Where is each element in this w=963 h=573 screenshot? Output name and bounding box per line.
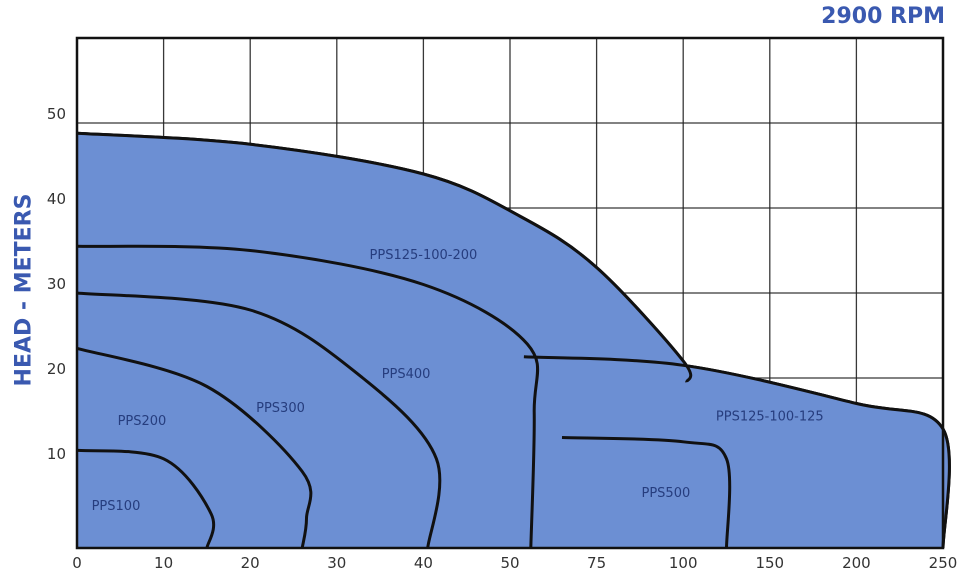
region-pps100-cover xyxy=(77,450,214,548)
x-tick-label: 40 xyxy=(414,554,433,572)
series-label-pps100: PPS100 xyxy=(92,499,141,514)
x-tick-label: 250 xyxy=(929,554,958,572)
y-tick-label: 20 xyxy=(47,360,66,378)
series-label-pps125-100-200: PPS125-100-200 xyxy=(370,248,478,263)
curve-pps300-outline xyxy=(76,291,442,549)
x-tick-label: 10 xyxy=(154,554,173,572)
series-label-pps200: PPS200 xyxy=(118,414,167,429)
series-label-pps500: PPS500 xyxy=(642,486,691,501)
curve-pps125-100-125-outline xyxy=(523,355,951,549)
x-tick-label: 200 xyxy=(842,554,871,572)
x-tick-label: 30 xyxy=(327,554,346,572)
series-label-pps125-100-125: PPS125-100-125 xyxy=(716,410,824,425)
x-tick-label: 20 xyxy=(241,554,260,572)
chart-title: 2900 RPM xyxy=(821,4,945,29)
x-tick-label: 150 xyxy=(755,554,784,572)
curve-pps125-100-200-outline xyxy=(76,131,693,383)
x-tick-label: 0 xyxy=(72,554,82,572)
y-tick-label: 10 xyxy=(47,445,66,463)
region-pps500-cover xyxy=(562,437,730,548)
x-tick-label: 100 xyxy=(669,554,698,572)
series-label-pps300: PPS300 xyxy=(256,401,305,416)
y-tick-label: 50 xyxy=(47,105,66,123)
curve-pps400-outline xyxy=(76,244,540,549)
x-tick-label: 50 xyxy=(500,554,519,572)
series-label-pps400: PPS400 xyxy=(382,367,431,382)
y-tick-label: 40 xyxy=(47,190,66,208)
y-tick-label: 30 xyxy=(47,275,66,293)
curve-pps100-outline xyxy=(76,448,216,549)
curve-pps500-outline xyxy=(561,436,732,549)
curve-pps200-outline xyxy=(76,346,313,549)
plot-border xyxy=(75,36,945,550)
x-tick-label: 75 xyxy=(587,554,606,572)
